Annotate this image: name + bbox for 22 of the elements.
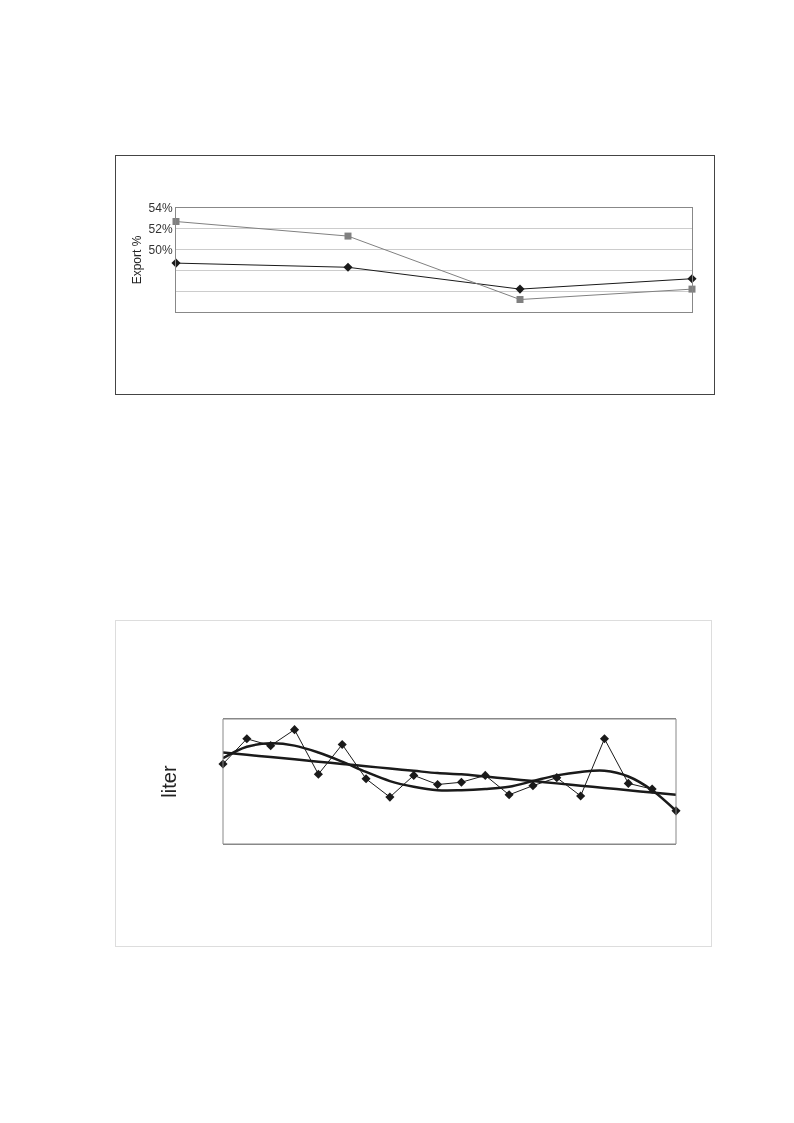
point [599, 734, 610, 744]
point [313, 769, 323, 779]
point [344, 232, 352, 240]
point [576, 791, 586, 801]
point [515, 284, 525, 294]
point [623, 778, 633, 788]
y-axis-title: Export % [129, 235, 144, 285]
y-tick-label: 52% [148, 222, 173, 236]
point [516, 296, 524, 304]
point [456, 777, 466, 787]
point [385, 792, 395, 802]
point [337, 739, 347, 750]
y-axis-title: liter [157, 765, 180, 798]
point [242, 734, 252, 744]
point [343, 262, 353, 272]
point [528, 781, 538, 791]
y-tick-label: 50% [148, 242, 173, 257]
point [504, 790, 514, 800]
point [433, 779, 443, 790]
point [361, 774, 371, 784]
y-tick-label: 54% [148, 201, 173, 216]
point [289, 725, 300, 735]
